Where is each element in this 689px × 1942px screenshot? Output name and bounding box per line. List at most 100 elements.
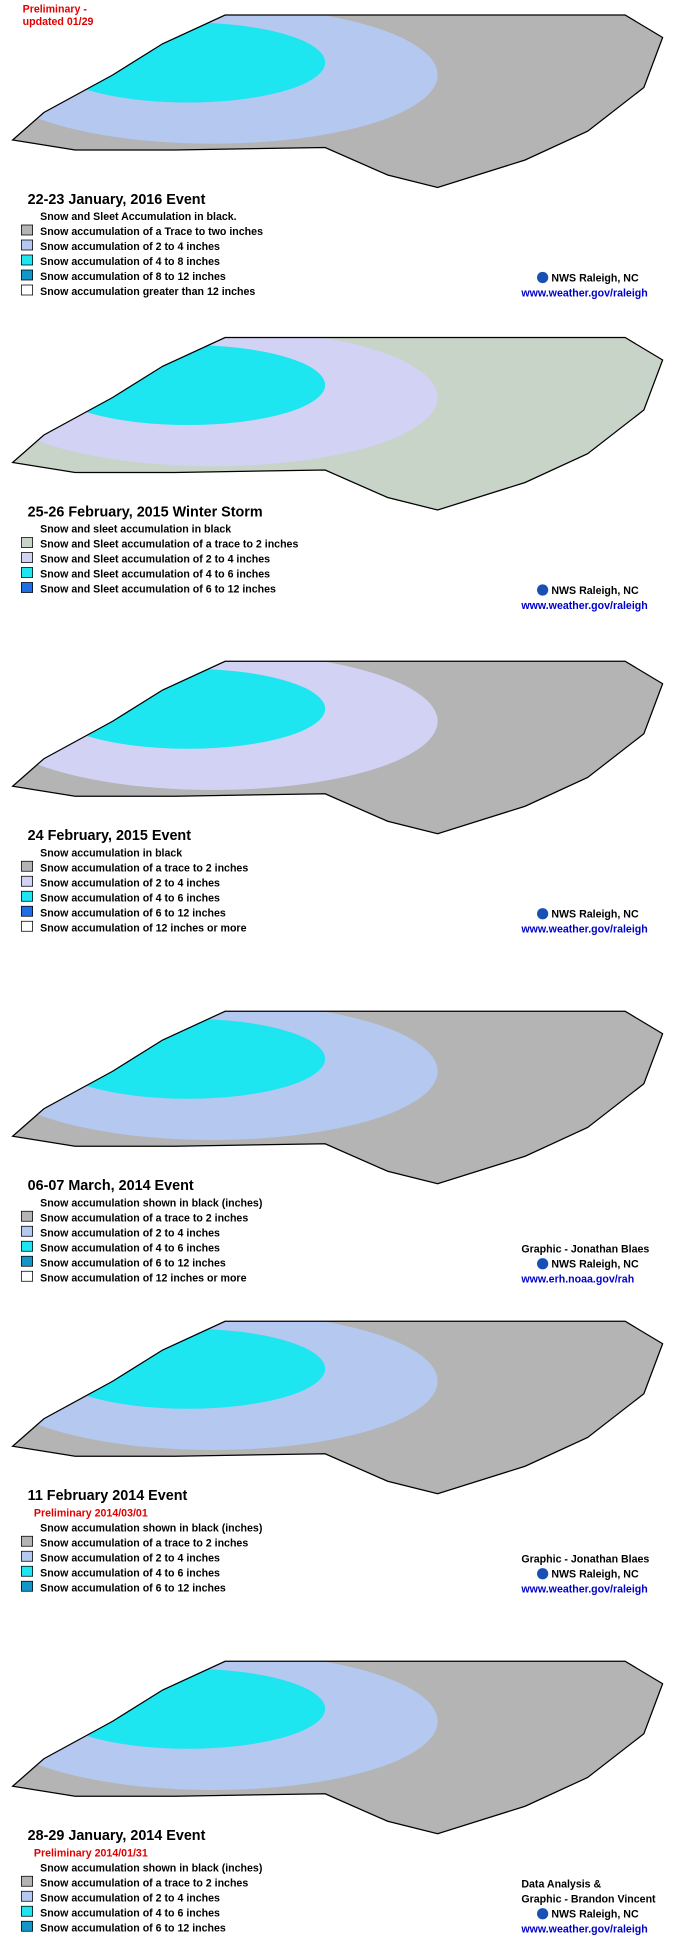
band	[50, 668, 326, 749]
credit: NWS Raleigh, NC	[551, 909, 639, 921]
noaa-logo	[537, 584, 549, 596]
noaa-logo	[537, 908, 549, 920]
legend-heading: Snow accumulation shown in black (inches…	[40, 1862, 262, 1874]
legend-label: Snow accumulation of 4 to 8 inches	[40, 256, 220, 268]
legend-label: Snow accumulation of 8 to 12 inches	[40, 271, 226, 283]
legend-swatch	[20, 890, 33, 902]
legend-swatch	[20, 239, 33, 251]
credit: www.erh.noaa.gov/rah	[520, 1274, 634, 1286]
legend-swatch	[20, 1920, 33, 1932]
panel: 28-29 January, 2014 Event Preliminary 201…	[11, 1660, 664, 1936]
noaa-logo	[537, 1258, 549, 1270]
band	[50, 1668, 326, 1749]
credit: Graphic - Jonathan Blaes	[521, 1554, 649, 1566]
legend-heading: Snow and Sleet Accumulation in black.	[40, 211, 237, 223]
credit: NWS Raleigh, NC	[551, 585, 639, 597]
legend-swatch	[20, 1550, 33, 1562]
map	[11, 1660, 664, 1835]
legend-swatch	[20, 1255, 33, 1267]
legend-label: Snow accumulation of 12 inches or more	[40, 922, 246, 934]
legend-label: Snow accumulation greater than 12 inches	[40, 286, 255, 298]
noaa-logo	[537, 1568, 549, 1580]
legend-heading: Snow accumulation in black	[40, 847, 182, 859]
legend-label: Snow accumulation of 2 to 4 inches	[40, 1227, 220, 1239]
band	[50, 1328, 326, 1409]
legend-heading: Snow and sleet accumulation in black	[40, 524, 231, 536]
legend-label: Snow accumulation of 6 to 12 inches	[40, 1582, 226, 1594]
header-line: updated 01/29	[23, 16, 94, 28]
panel: 25-26 February, 2015 Winter Storm Snow an…	[11, 336, 664, 612]
credit: www.weather.gov/raleigh	[520, 924, 647, 936]
legend-label: Snow and Sleet accumulation of 2 to 4 in…	[40, 554, 270, 566]
legend-swatch	[20, 269, 33, 281]
band	[50, 1018, 326, 1099]
map	[11, 336, 664, 511]
panel-title: 24 February, 2015 Event	[28, 828, 192, 844]
legend-label: Snow accumulation of a trace to 2 inches	[40, 862, 248, 874]
legend-heading: Snow accumulation shown in black (inches…	[40, 1522, 262, 1534]
panel: 22-23 January, 2016 Event Snow and Sleet …	[11, 14, 664, 299]
snow-bands	[12, 1011, 438, 1141]
legend-label: Snow accumulation of 6 to 12 inches	[40, 1922, 226, 1934]
legend-swatch	[20, 1270, 33, 1282]
legend-heading: Snow accumulation shown in black (inches…	[40, 1197, 262, 1209]
legend-swatch	[20, 1240, 33, 1252]
legend-swatch	[20, 1565, 33, 1577]
legend-swatch	[20, 860, 33, 872]
legend-swatch	[20, 905, 33, 917]
legend-label: Snow accumulation of a trace to 2 inches	[40, 1537, 248, 1549]
panel-title: 25-26 February, 2015 Winter Storm	[28, 504, 263, 520]
legend-swatch	[20, 1210, 33, 1222]
legend-label: Snow accumulation of 2 to 4 inches	[40, 1892, 220, 1904]
legend-label: Snow accumulation of 4 to 6 inches	[40, 1907, 220, 1919]
credit: NWS Raleigh, NC	[551, 1569, 639, 1581]
noaa-logo	[537, 271, 549, 284]
credit: www.weather.gov/raleigh	[520, 287, 647, 299]
legend-label: Snow accumulation of a trace to 2 inches	[40, 1877, 248, 1889]
legend-swatch	[20, 537, 33, 548]
legend-label: Snow accumulation of 4 to 6 inches	[40, 1567, 220, 1579]
legend-swatch	[20, 1905, 33, 1917]
map	[11, 1320, 664, 1495]
panel-title: 11 February 2014 Event	[28, 1488, 188, 1504]
credit: Graphic - Brandon Vincent	[521, 1894, 656, 1906]
credit: Graphic - Jonathan Blaes	[521, 1244, 649, 1256]
header-line: Preliminary -	[23, 4, 88, 16]
band	[50, 22, 326, 103]
snow-bands	[12, 337, 438, 467]
legend-label: Snow accumulation of 2 to 4 inches	[40, 877, 220, 889]
credit: www.weather.gov/raleigh	[520, 1924, 647, 1936]
preliminary: Preliminary 2014/01/31	[34, 1847, 148, 1859]
legend-label: Snow accumulation of 2 to 4 inches	[40, 241, 220, 253]
legend-swatch	[20, 1225, 33, 1237]
credit: NWS Raleigh, NC	[551, 1909, 639, 1921]
legend-swatch	[20, 582, 33, 593]
legend-swatch	[20, 552, 33, 563]
legend-label: Snow accumulation of a Trace to two inch…	[40, 226, 263, 238]
map	[11, 660, 664, 835]
legend-label: Snow accumulation of 12 inches or more	[40, 1272, 246, 1284]
snow-bands	[12, 1321, 438, 1451]
legend-swatch	[20, 1875, 33, 1887]
legend-label: Snow accumulation of a trace to 2 inches	[40, 1212, 248, 1224]
map	[11, 1010, 664, 1185]
snow-bands	[12, 1661, 438, 1791]
panel: 11 February 2014 Event Preliminary 2014/0…	[11, 1320, 664, 1596]
legend-label: Snow accumulation of 4 to 6 inches	[40, 892, 220, 904]
credit: NWS Raleigh, NC	[551, 1259, 639, 1271]
noaa-logo	[537, 1908, 549, 1920]
panel-title: 06-07 March, 2014 Event	[28, 1178, 194, 1194]
credit: Data Analysis &	[521, 1879, 601, 1891]
legend-label: Snow accumulation of 4 to 6 inches	[40, 1242, 220, 1254]
legend-label: Snow accumulation of 2 to 4 inches	[40, 1552, 220, 1564]
map	[11, 14, 664, 189]
panel-title: 22-23 January, 2016 Event	[28, 192, 206, 208]
legend-label: Snow accumulation of 6 to 12 inches	[40, 907, 226, 919]
panel-title: 28-29 January, 2014 Event	[28, 1828, 206, 1844]
legend-label: Snow and Sleet accumulation of 6 to 12 i…	[40, 584, 276, 596]
legend-swatch	[20, 875, 33, 887]
preliminary: Preliminary 2014/03/01	[34, 1507, 148, 1519]
legend-swatch	[20, 1535, 33, 1547]
credit: www.weather.gov/raleigh	[520, 600, 647, 612]
